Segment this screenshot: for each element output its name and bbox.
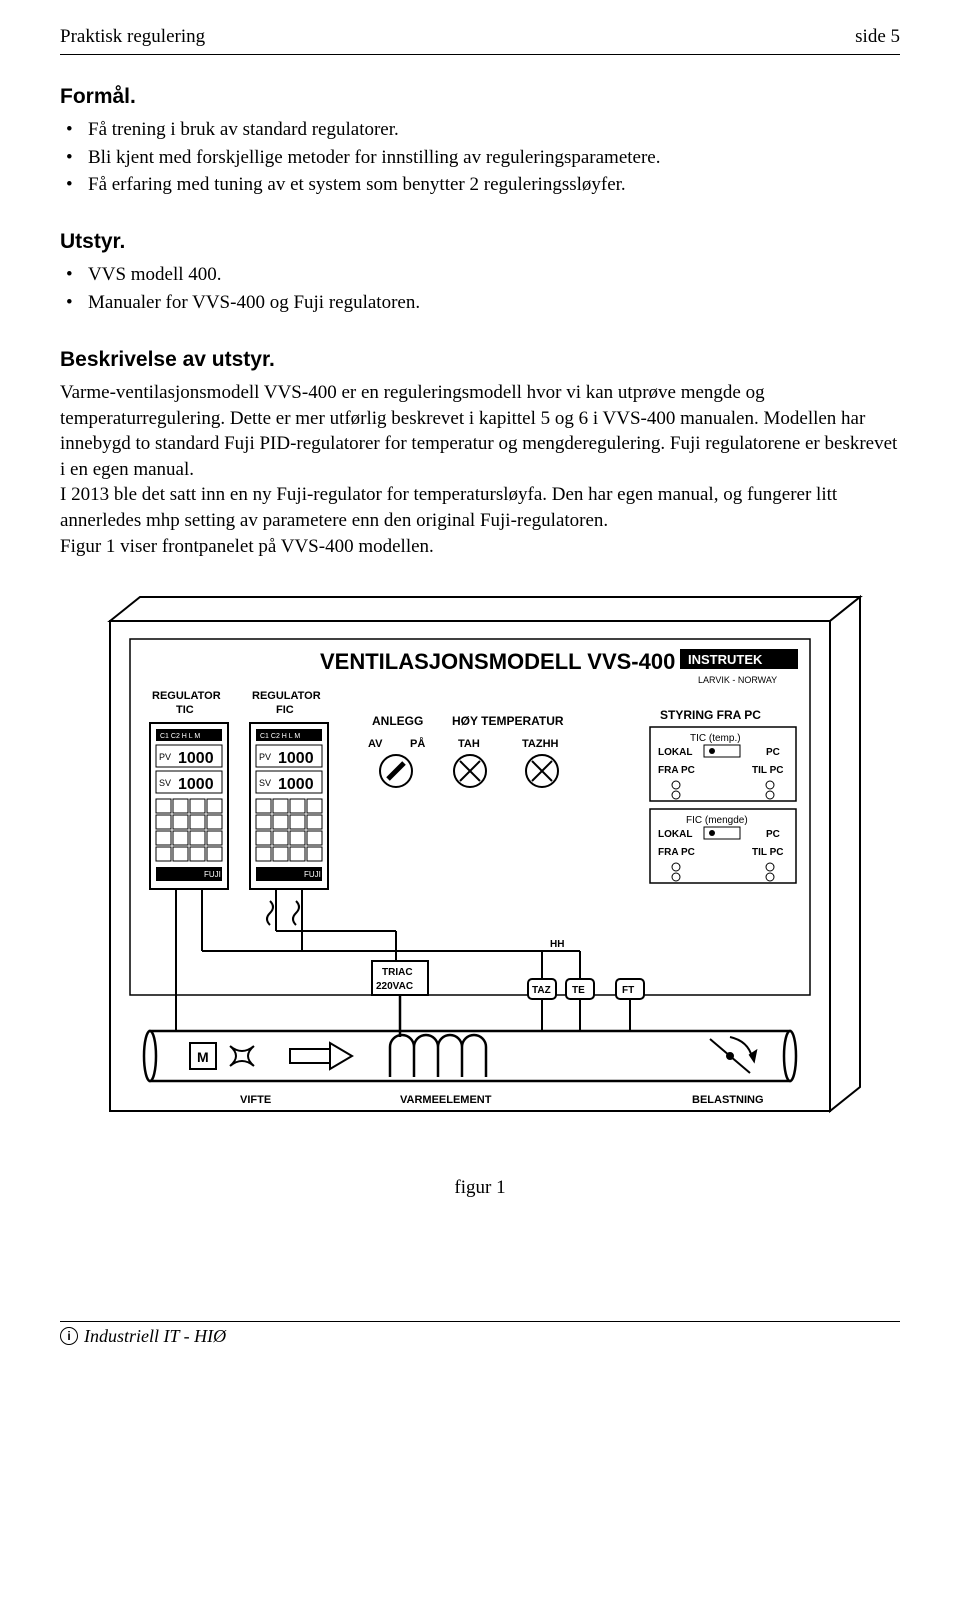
svg-text:PÅ: PÅ: [410, 737, 425, 750]
section-title-formal: Formål.: [60, 83, 900, 111]
figure-1: VENTILASJONSMODELL VVS-400 INSTRUTEK LAR…: [60, 591, 900, 1201]
list-item: Få erfaring med tuning av et system som …: [60, 172, 900, 198]
svg-text:TIL PC: TIL PC: [752, 765, 783, 776]
svg-text:C1 C2 H L M: C1 C2 H L M: [160, 733, 200, 740]
styring-fic-box: FIC (mengde) LOKAL PC FRA PC TIL PC: [650, 809, 796, 883]
beskrivelse-paragraph: Varme-ventilasjonsmodell VVS-400 er en r…: [60, 380, 900, 559]
svg-text:FT: FT: [622, 985, 634, 996]
svg-text:220VAC: 220VAC: [376, 981, 413, 992]
svg-text:1000: 1000: [278, 750, 314, 767]
vvs-panel-diagram: VENTILASJONSMODELL VVS-400 INSTRUTEK LAR…: [90, 591, 870, 1151]
utstyr-list: VVS modell 400. Manualer for VVS-400 og …: [60, 262, 900, 315]
list-item: Få trening i bruk av standard regulatore…: [60, 117, 900, 143]
svg-text:VARMEELEMENT: VARMEELEMENT: [400, 1094, 492, 1106]
svg-text:1000: 1000: [178, 750, 214, 767]
formal-list: Få trening i bruk av standard regulatore…: [60, 117, 900, 198]
list-item: VVS modell 400.: [60, 262, 900, 288]
svg-text:PC: PC: [766, 829, 780, 840]
svg-text:LOKAL: LOKAL: [658, 829, 692, 840]
section-title-utstyr: Utstyr.: [60, 228, 900, 256]
header-left: Praktisk regulering: [60, 24, 205, 50]
svg-text:TIC (temp.): TIC (temp.): [690, 733, 741, 744]
header-rule: [60, 54, 900, 55]
svg-text:FUJI: FUJI: [204, 870, 221, 879]
lamp-tazhh-icon: [526, 755, 558, 787]
page-header: Praktisk regulering side 5: [60, 24, 900, 50]
svg-text:AV: AV: [368, 738, 383, 750]
svg-text:M: M: [197, 1049, 209, 1065]
svg-text:1000: 1000: [278, 776, 314, 793]
figure-caption: figur 1: [454, 1175, 505, 1201]
svg-text:TAZHH: TAZHH: [522, 738, 559, 750]
regulator-fic-icon: C1 C2 H L M PV 1000 SV 1000 FUJI: [250, 723, 328, 889]
svg-text:FUJI: FUJI: [304, 870, 321, 879]
list-item: Bli kjent med forskjellige metoder for i…: [60, 145, 900, 171]
label-reg-fic: REGULATOR: [252, 690, 321, 702]
regulator-tic-icon: C1 C2 H L M PV 1000 SV 1000 FUJI: [150, 723, 228, 889]
svg-text:TIL PC: TIL PC: [752, 847, 783, 858]
lamp-tah-icon: [454, 755, 486, 787]
svg-text:PC: PC: [766, 747, 780, 758]
svg-text:PV: PV: [259, 752, 271, 762]
svg-text:FIC: FIC: [276, 704, 294, 716]
page-footer: i Industriell IT - HIØ: [60, 1321, 900, 1348]
svg-text:PV: PV: [159, 752, 171, 762]
svg-text:HØY TEMPERATUR: HØY TEMPERATUR: [452, 714, 564, 728]
svg-text:TE: TE: [572, 985, 585, 996]
svg-text:TAZ: TAZ: [532, 985, 551, 996]
svg-text:HH: HH: [550, 939, 564, 950]
svg-text:INSTRUTEK: INSTRUTEK: [688, 652, 763, 667]
footer-text: Industriell IT - HIØ: [84, 1324, 226, 1348]
svg-text:ANLEGG: ANLEGG: [372, 714, 423, 728]
svg-text:FRA PC: FRA PC: [658, 847, 695, 858]
svg-text:LOKAL: LOKAL: [658, 747, 692, 758]
list-item: Manualer for VVS-400 og Fuji regulatoren…: [60, 290, 900, 316]
svg-text:LARVIK - NORWAY: LARVIK - NORWAY: [698, 675, 777, 685]
label-reg-tic: REGULATOR: [152, 690, 221, 702]
svg-text:TRIAC: TRIAC: [382, 967, 413, 978]
footer-logo-icon: i: [60, 1327, 78, 1345]
svg-text:C1 C2 H L M: C1 C2 H L M: [260, 733, 300, 740]
svg-text:FIC (mengde): FIC (mengde): [686, 815, 748, 826]
svg-text:TIC: TIC: [176, 704, 194, 716]
svg-text:SV: SV: [159, 778, 171, 788]
svg-text:BELASTNING: BELASTNING: [692, 1094, 764, 1106]
section-title-beskrivelse: Beskrivelse av utstyr.: [60, 346, 900, 374]
svg-text:1000: 1000: [178, 776, 214, 793]
svg-text:SV: SV: [259, 778, 271, 788]
styring-tic-box: TIC (temp.) LOKAL PC FRA PC TIL PC: [650, 727, 796, 801]
triac-box: TRIAC 220VAC: [372, 961, 428, 995]
header-right: side 5: [855, 24, 900, 50]
panel-title: VENTILASJONSMODELL VVS-400: [320, 649, 675, 674]
svg-text:VIFTE: VIFTE: [240, 1094, 271, 1106]
svg-text:STYRING FRA PC: STYRING FRA PC: [660, 708, 761, 722]
svg-text:TAH: TAH: [458, 738, 480, 750]
svg-text:FRA PC: FRA PC: [658, 765, 695, 776]
